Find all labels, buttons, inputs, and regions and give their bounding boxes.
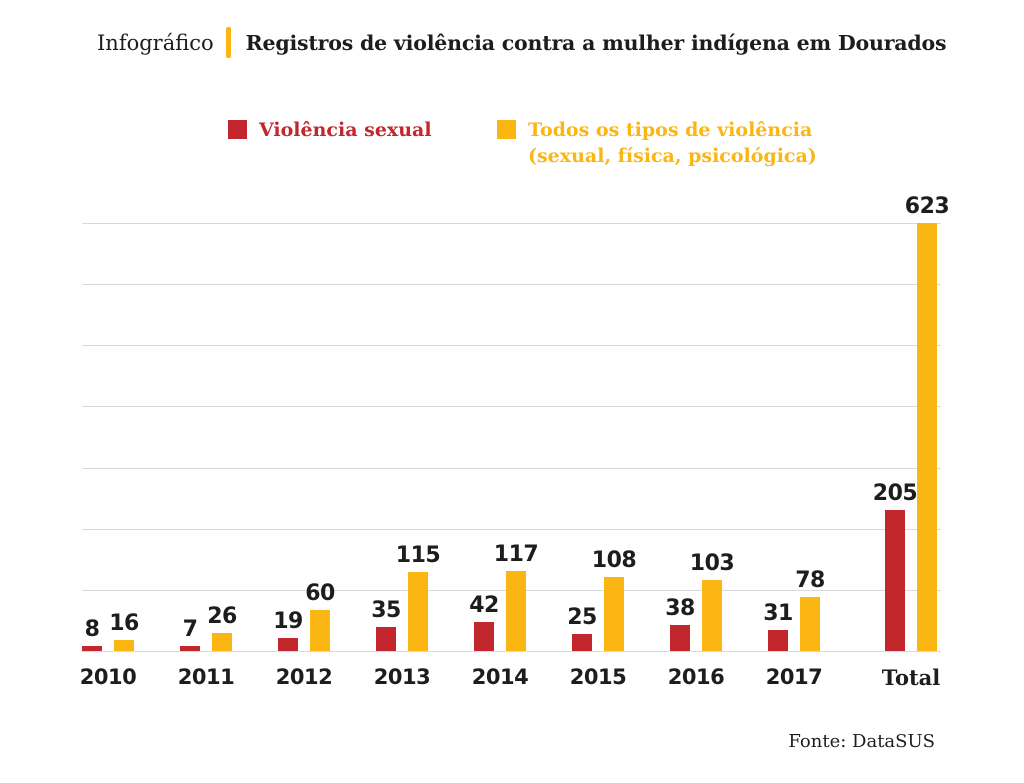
bar-violencia-sexual-total	[885, 510, 905, 651]
legend-item-violencia-sexual: Violência sexual	[228, 117, 432, 143]
bar-violencia-sexual-2010	[82, 646, 102, 651]
bar-value-label: 78	[795, 567, 825, 593]
bar-value-label: 623	[904, 193, 950, 219]
bar-todos-tipos-2012	[310, 610, 330, 651]
x-axis-label-2013: 2013	[373, 665, 431, 689]
bar-value-label: 25	[567, 604, 597, 630]
bar-value-label: 35	[371, 597, 401, 623]
bar-violencia-sexual-2016	[670, 625, 690, 651]
bar-value-label: 38	[665, 595, 695, 621]
x-axis-label-total: Total	[881, 665, 941, 690]
legend-swatch-yellow	[497, 120, 516, 139]
bar-todos-tipos-2017	[800, 597, 820, 651]
gridline	[82, 651, 941, 652]
bar-value-label: 108	[591, 547, 637, 573]
legend-label-todos-os-tipos: Todos os tipos de violência (sexual, fís…	[528, 117, 817, 169]
bar-value-label: 117	[493, 541, 539, 567]
x-axis-label-2016: 2016	[667, 665, 725, 689]
bar-value-label: 16	[109, 610, 139, 636]
bar-todos-tipos-2013	[408, 572, 428, 651]
bar-value-label: 115	[395, 542, 441, 568]
header: Infográfico Registros de violência contr…	[97, 27, 947, 58]
bar-todos-tipos-2016	[702, 580, 722, 651]
bar-violencia-sexual-2013	[376, 627, 396, 651]
bar-value-label: 7	[182, 616, 198, 642]
kicker-label: Infográfico	[97, 30, 214, 55]
bar-value-label: 8	[84, 616, 100, 642]
gridline	[82, 529, 941, 530]
bar-violencia-sexual-2017	[768, 630, 788, 651]
legend-label-violencia-sexual: Violência sexual	[259, 117, 432, 143]
bar-todos-tipos-2011	[212, 633, 232, 651]
x-axis-label-2012: 2012	[275, 665, 333, 689]
x-axis-label-2011: 2011	[177, 665, 235, 689]
bar-violencia-sexual-2015	[572, 634, 592, 651]
bar-violencia-sexual-2014	[474, 622, 494, 651]
x-axis-label-2014: 2014	[471, 665, 529, 689]
bar-todos-tipos-2010	[114, 640, 134, 651]
legend-text-line2: (sexual, física, psicológica)	[528, 145, 817, 167]
legend-swatch-red	[228, 120, 247, 139]
bar-value-label: 103	[689, 550, 735, 576]
legend-item-todos-os-tipos: Todos os tipos de violência (sexual, fís…	[497, 117, 817, 169]
source-note: Fonte: DataSUS	[788, 731, 935, 752]
bar-value-label: 42	[469, 592, 499, 618]
bar-value-label: 205	[872, 480, 918, 506]
bar-todos-tipos-2015	[604, 577, 624, 651]
bar-chart: 8 16 2010 7 26 2011 19 60 2012 35 115 2013 42 117 2014…	[80, 194, 950, 690]
header-divider-bar	[225, 27, 231, 58]
bar-violencia-sexual-2011	[180, 646, 200, 651]
page-title: Registros de violência contra a mulher i…	[245, 30, 947, 55]
gridline	[82, 345, 941, 346]
bar-value-label: 31	[763, 600, 793, 626]
bar-todos-tipos-2014	[506, 571, 526, 651]
legend-text-line1: Todos os tipos de violência	[528, 119, 813, 141]
gridline	[82, 468, 941, 469]
bar-violencia-sexual-2012	[278, 638, 298, 651]
bar-value-label: 60	[305, 580, 335, 606]
gridline	[82, 406, 941, 407]
legend-text: Violência sexual	[259, 119, 432, 141]
x-axis-label-2010: 2010	[79, 665, 137, 689]
gridline	[82, 223, 941, 224]
bar-todos-tipos-total	[917, 223, 937, 651]
x-axis-label-2015: 2015	[569, 665, 627, 689]
gridline	[82, 284, 941, 285]
x-axis-label-2017: 2017	[765, 665, 823, 689]
bar-value-label: 26	[207, 603, 237, 629]
bar-value-label: 19	[273, 608, 303, 634]
